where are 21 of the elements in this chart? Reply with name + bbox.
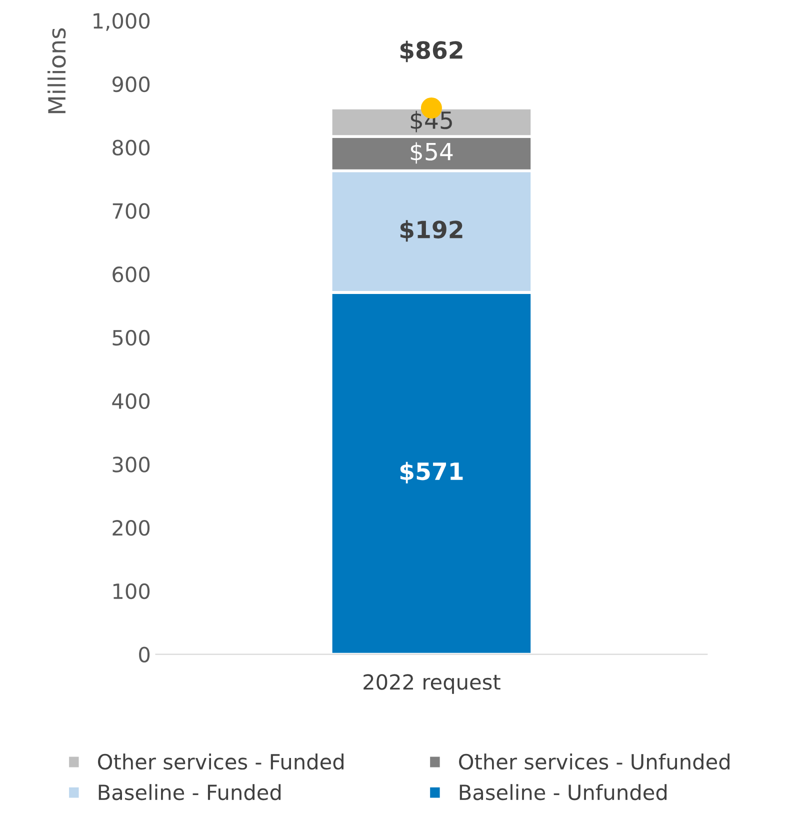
- y-tick-label: 700: [112, 203, 150, 219]
- data-label: $571: [400, 462, 463, 484]
- legend-label: Baseline - Funded: [98, 784, 281, 800]
- legend-label: Other services - Unfunded: [459, 754, 730, 770]
- y-tick-label: 1,000: [94, 13, 150, 31]
- data-label: $54: [410, 142, 453, 164]
- y-tick-label: 900: [112, 76, 150, 92]
- y-tick-label: 600: [112, 266, 150, 282]
- y-tick-label: 200: [112, 520, 150, 536]
- y-tick-label: 500: [112, 330, 150, 346]
- y-tick-label: 300: [112, 456, 150, 472]
- y-axis-title: Millions: [48, 28, 66, 114]
- legend-label: Other services - Funded: [98, 754, 344, 770]
- x-tick-label: 2022 request: [364, 674, 500, 694]
- legend-label: Baseline - Unfunded: [460, 784, 667, 800]
- y-tick-label: 800: [112, 140, 150, 156]
- data-label: $192: [400, 220, 462, 242]
- y-tick-label: 400: [112, 393, 150, 410]
- total-label: $862: [400, 40, 462, 62]
- y-tick-label: 100: [113, 583, 150, 600]
- y-tick-label: 0: [139, 646, 150, 662]
